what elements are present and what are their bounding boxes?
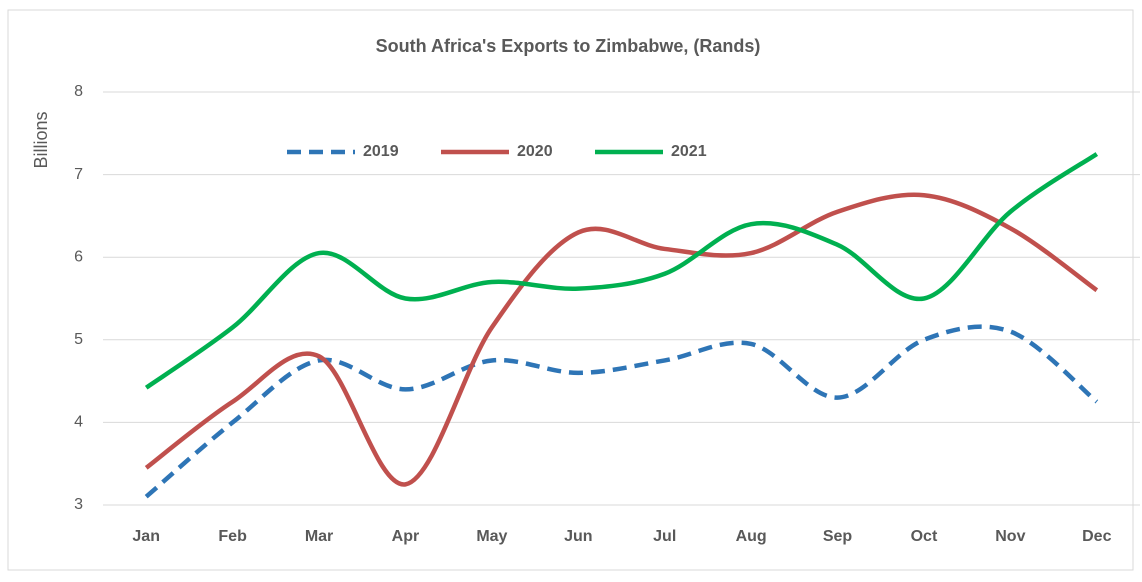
legend-label: 2019 [363,143,399,160]
x-tick-label: Aug [736,528,767,545]
x-tick-label: Jan [132,528,160,545]
y-tick-label: 3 [74,496,83,513]
y-tick-label: 8 [74,83,83,100]
x-tick-label: Jul [653,528,676,545]
y-axis-label: Billions [31,111,51,168]
legend-label: 2020 [517,143,553,160]
x-tick-label: Sep [823,528,853,545]
x-tick-label: Dec [1082,528,1111,545]
line-series [144,324,1099,499]
x-tick-label: Oct [911,528,938,545]
x-tick-label: Apr [392,528,420,545]
line-series [144,192,1099,487]
y-tick-label: 6 [74,248,83,265]
x-tick-label: Nov [995,528,1025,545]
line-series [144,152,1099,390]
x-tick-label: Jun [564,528,592,545]
y-tick-label: 5 [74,331,83,348]
y-tick-label: 7 [74,166,83,183]
legend-label: 2021 [671,143,707,160]
chart-title: South Africa's Exports to Zimbabwe, (Ran… [376,36,761,56]
x-tick-label: May [476,528,507,545]
y-tick-label: 4 [74,414,83,431]
x-tick-label: Feb [218,528,247,545]
x-tick-label: Mar [305,528,333,545]
